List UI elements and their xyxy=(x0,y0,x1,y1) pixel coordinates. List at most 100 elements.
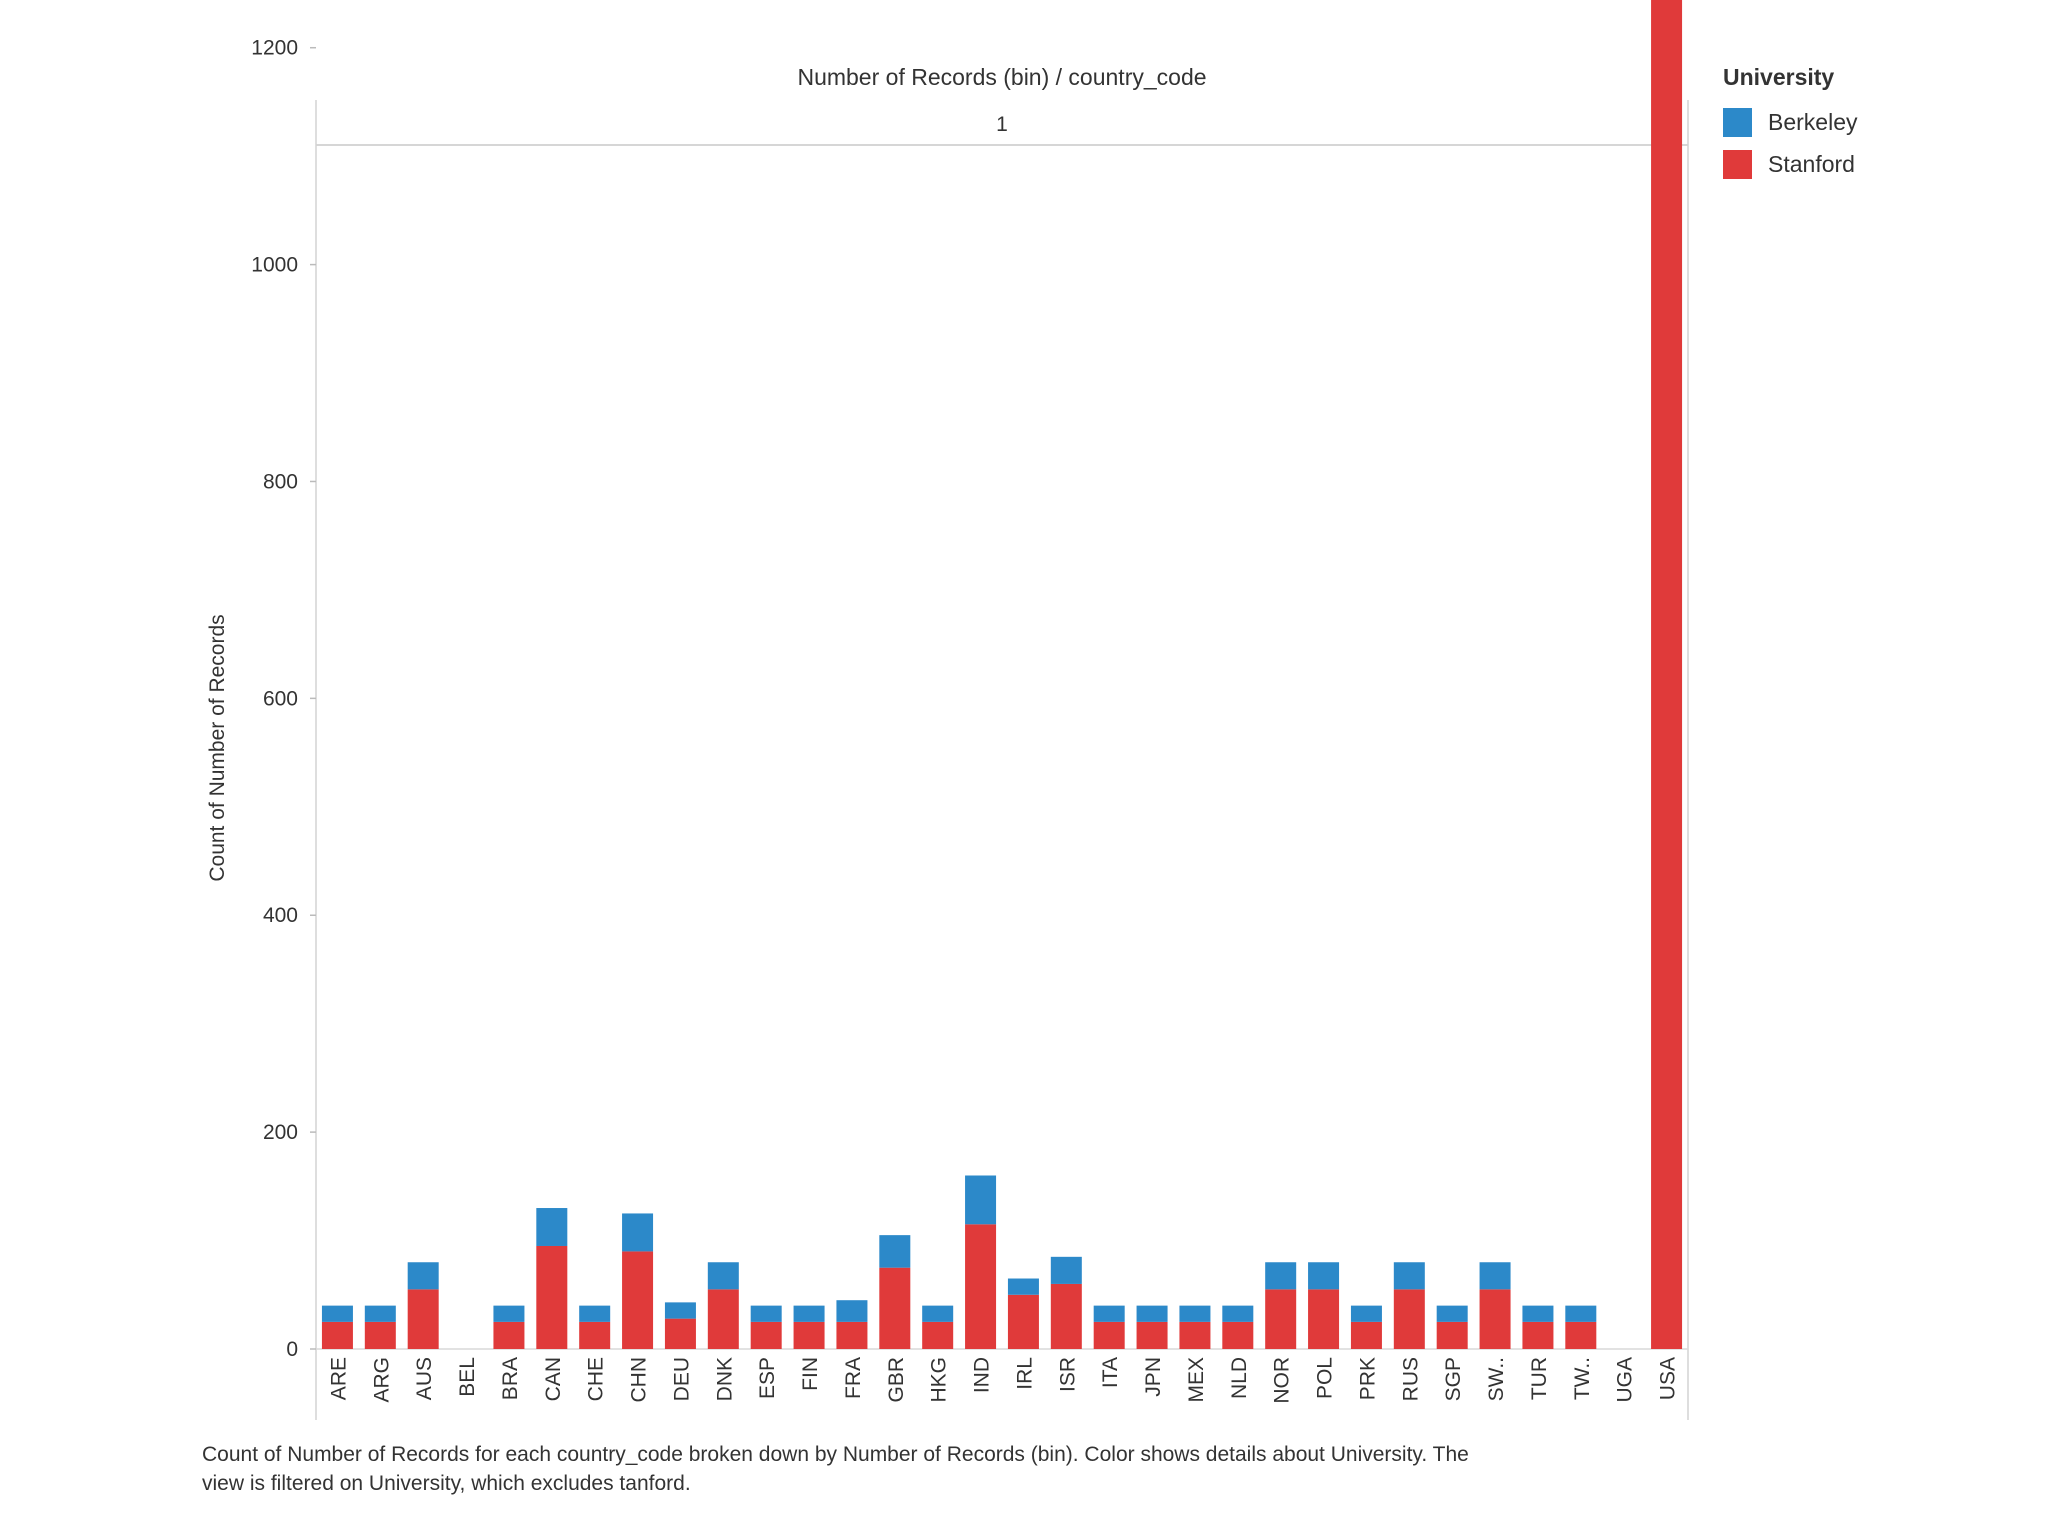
bar-ind-berkeley[interactable] xyxy=(965,1175,997,1225)
x-tick-label: ARG xyxy=(370,1357,393,1403)
bar-bra-berkeley[interactable] xyxy=(493,1305,525,1322)
bar-esp-stanford[interactable] xyxy=(750,1321,782,1349)
x-tick-label: ISR xyxy=(1056,1357,1079,1392)
bar-irl-berkeley[interactable] xyxy=(1007,1278,1039,1295)
bar-aus-berkeley[interactable] xyxy=(407,1262,439,1290)
bar-are-berkeley[interactable] xyxy=(321,1305,353,1322)
bar-ita-stanford[interactable] xyxy=(1093,1321,1125,1349)
x-tick-label: MEX xyxy=(1185,1357,1208,1403)
x-tick-label: ITA xyxy=(1099,1357,1122,1388)
bar-aus-stanford[interactable] xyxy=(407,1289,439,1349)
x-tick-label: TUR xyxy=(1528,1357,1551,1400)
bar-arg-berkeley[interactable] xyxy=(364,1305,396,1322)
bar-sw-berkeley[interactable] xyxy=(1479,1262,1511,1290)
bar-chn-berkeley[interactable] xyxy=(622,1213,654,1252)
x-tick-label: BEL xyxy=(456,1357,479,1397)
panel-label: 1 xyxy=(996,113,1008,136)
bar-sgp-stanford[interactable] xyxy=(1436,1321,1468,1349)
bar-deu-berkeley[interactable] xyxy=(664,1302,696,1319)
bar-pol-stanford[interactable] xyxy=(1308,1289,1340,1349)
legend-label-stanford: Stanford xyxy=(1768,150,1855,177)
bar-sw-stanford[interactable] xyxy=(1479,1289,1511,1349)
legend-swatch-berkeley xyxy=(1723,107,1752,137)
bar-fra-berkeley[interactable] xyxy=(836,1300,868,1322)
bar-mex-stanford[interactable] xyxy=(1179,1321,1211,1349)
x-tick-label: FRA xyxy=(842,1357,865,1399)
bar-bra-stanford[interactable] xyxy=(493,1321,525,1349)
x-tick-label: IND xyxy=(971,1357,994,1393)
bar-arg-stanford[interactable] xyxy=(364,1321,396,1349)
bar-are-stanford[interactable] xyxy=(321,1321,353,1349)
bar-sgp-berkeley[interactable] xyxy=(1436,1305,1468,1322)
y-tick-label: 200 xyxy=(263,1121,298,1144)
bar-nor-stanford[interactable] xyxy=(1265,1289,1297,1349)
bar-ind-stanford[interactable] xyxy=(965,1224,997,1349)
legend-label-berkeley: Berkeley xyxy=(1768,108,1858,135)
bar-isr-berkeley[interactable] xyxy=(1050,1256,1082,1284)
bar-usa-stanford[interactable] xyxy=(1651,0,1683,1350)
bar-fra-stanford[interactable] xyxy=(836,1321,868,1349)
bar-hkg-stanford[interactable] xyxy=(922,1321,954,1349)
bar-fin-berkeley[interactable] xyxy=(793,1305,825,1322)
x-tick-label: ARE xyxy=(327,1357,350,1400)
bar-prk-berkeley[interactable] xyxy=(1350,1305,1382,1322)
x-tick-label: TW.. xyxy=(1571,1357,1594,1400)
bar-ita-berkeley[interactable] xyxy=(1093,1305,1125,1322)
y-tick-label: 0 xyxy=(286,1338,298,1361)
x-tick-label: BRA xyxy=(499,1357,522,1400)
bar-pol-berkeley[interactable] xyxy=(1308,1262,1340,1290)
bar-deu-stanford[interactable] xyxy=(664,1318,696,1349)
bar-hkg-berkeley[interactable] xyxy=(922,1305,954,1322)
x-tick-label: DEU xyxy=(670,1357,693,1401)
bar-gbr-berkeley[interactable] xyxy=(879,1235,911,1268)
y-axis-label: Count of Number of Records xyxy=(206,614,229,881)
x-tick-label: SW.. xyxy=(1485,1357,1508,1401)
bar-gbr-stanford[interactable] xyxy=(879,1267,911,1349)
bar-rus-stanford[interactable] xyxy=(1393,1289,1425,1349)
legend-item-stanford[interactable]: Stanford xyxy=(1723,143,1857,185)
x-tick-label: JPN xyxy=(1142,1357,1165,1397)
bar-nor-berkeley[interactable] xyxy=(1265,1262,1297,1290)
bar-nld-berkeley[interactable] xyxy=(1222,1305,1254,1322)
bar-nld-stanford[interactable] xyxy=(1222,1321,1254,1349)
y-tick-label: 1200 xyxy=(251,37,298,60)
bar-dnk-berkeley[interactable] xyxy=(707,1262,739,1290)
bar-chn-stanford[interactable] xyxy=(622,1251,654,1349)
y-tick-label: 600 xyxy=(263,687,298,710)
legend-item-berkeley[interactable]: Berkeley xyxy=(1723,101,1857,143)
bar-irl-stanford[interactable] xyxy=(1007,1294,1039,1349)
bar-tw-berkeley[interactable] xyxy=(1565,1305,1597,1322)
bar-can-stanford[interactable] xyxy=(536,1245,568,1349)
x-tick-label: RUS xyxy=(1399,1357,1422,1401)
bar-tur-stanford[interactable] xyxy=(1522,1321,1554,1349)
x-tick-label: USA xyxy=(1657,1357,1680,1400)
legend: University Berkeley Stanford xyxy=(1723,64,1857,185)
x-tick-label: NOR xyxy=(1271,1357,1294,1404)
bar-che-berkeley[interactable] xyxy=(579,1305,611,1322)
x-tick-label: AUS xyxy=(413,1357,436,1400)
x-tick-label: ESP xyxy=(756,1357,779,1399)
x-tick-label: SGP xyxy=(1442,1357,1465,1401)
bar-tw-stanford[interactable] xyxy=(1565,1321,1597,1349)
bar-jpn-berkeley[interactable] xyxy=(1136,1305,1168,1322)
x-tick-label: POL xyxy=(1314,1357,1337,1399)
x-tick-label: FIN xyxy=(799,1357,822,1391)
bar-mex-berkeley[interactable] xyxy=(1179,1305,1211,1322)
bar-rus-berkeley[interactable] xyxy=(1393,1262,1425,1290)
bar-esp-berkeley[interactable] xyxy=(750,1305,782,1322)
bar-prk-stanford[interactable] xyxy=(1350,1321,1382,1349)
x-tick-label: HKG xyxy=(928,1357,951,1403)
bar-jpn-stanford[interactable] xyxy=(1136,1321,1168,1349)
y-tick-label: 1000 xyxy=(251,254,298,277)
bar-can-berkeley[interactable] xyxy=(536,1208,568,1246)
bar-tur-berkeley[interactable] xyxy=(1522,1305,1554,1322)
legend-swatch-stanford xyxy=(1723,149,1752,179)
bar-fin-stanford[interactable] xyxy=(793,1321,825,1349)
caption-line-2: view is filtered on University, which ex… xyxy=(202,1472,691,1495)
y-axis-ticks: 0200400600800100012001400160018002000220… xyxy=(251,37,316,1361)
column-header-title: Number of Records (bin) / country_code xyxy=(797,64,1207,90)
bar-isr-stanford[interactable] xyxy=(1050,1283,1082,1349)
bar-che-stanford[interactable] xyxy=(579,1321,611,1349)
bar-dnk-stanford[interactable] xyxy=(707,1289,739,1349)
